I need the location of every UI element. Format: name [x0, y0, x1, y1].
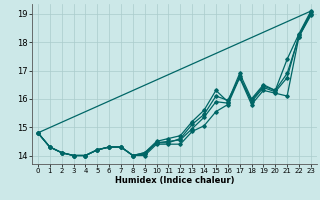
X-axis label: Humidex (Indice chaleur): Humidex (Indice chaleur): [115, 176, 234, 185]
